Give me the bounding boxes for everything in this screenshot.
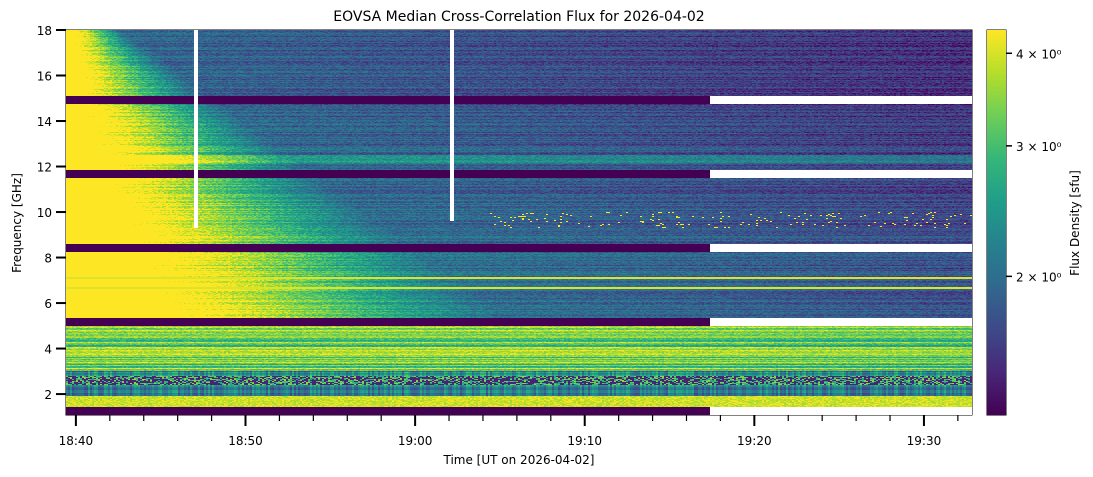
y-axis: 2 4 6 8 10 12 14 16 18 <box>37 24 66 402</box>
colorbar-tick-label: 3 × 10⁰ <box>1016 140 1062 154</box>
colorbar-label: Flux Density [sfu] <box>1068 170 1082 276</box>
y-tick-label: 6 <box>44 297 52 311</box>
y-tick-label: 14 <box>37 115 52 129</box>
y-tick-label: 16 <box>37 70 52 84</box>
x-tick-label: 19:30 <box>907 434 942 448</box>
y-axis-label: Frequency [GHz] <box>10 173 24 273</box>
colorbar-tick-label: 4 × 10⁰ <box>1016 47 1062 61</box>
x-axis-label: Time [UT on 2026-04-02] <box>443 453 595 467</box>
y-tick-label: 4 <box>44 343 52 357</box>
x-axis: 18:40 18:50 19:00 19:10 19:20 19:30 <box>59 415 959 448</box>
y-tick-label: 8 <box>44 252 52 266</box>
x-tick-label: 19:00 <box>398 434 433 448</box>
y-tick-label: 12 <box>37 161 52 175</box>
colorbar <box>987 30 1006 415</box>
spectrogram-image <box>66 30 972 415</box>
y-tick-label: 2 <box>44 388 52 402</box>
x-tick-label: 19:20 <box>737 434 772 448</box>
x-tick-label: 18:50 <box>228 434 263 448</box>
x-tick-label: 18:40 <box>59 434 94 448</box>
y-tick-label: 18 <box>37 24 52 38</box>
chart-title: EOVSA Median Cross-Correlation Flux for … <box>333 9 704 25</box>
colorbar-tick-label: 2 × 10⁰ <box>1016 270 1062 284</box>
colorbar-axis: 2 × 10⁰ 3 × 10⁰ 4 × 10⁰ <box>1006 47 1062 284</box>
x-tick-label: 19:10 <box>567 434 602 448</box>
y-tick-label: 10 <box>37 206 52 220</box>
